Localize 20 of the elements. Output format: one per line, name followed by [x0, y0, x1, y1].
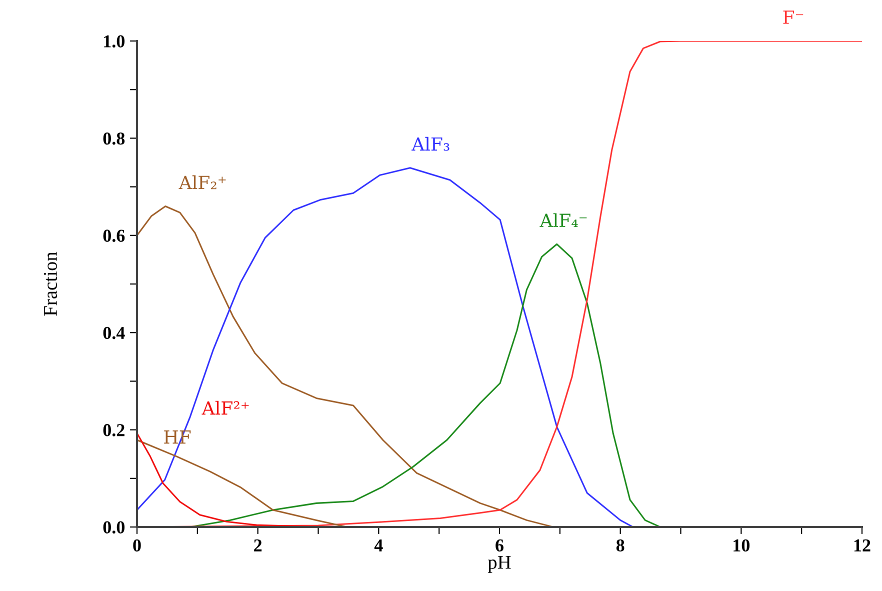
x-tick-label: 12	[854, 539, 870, 552]
series-label: AlF₂⁺	[178, 175, 226, 190]
x-tick-label: 6	[496, 539, 504, 552]
x-tick-label: 10	[734, 539, 750, 552]
x-tick-label: 4	[374, 539, 383, 552]
series-label: AlF₄⁻	[540, 213, 587, 227]
series-label: F⁻	[783, 10, 804, 24]
y-tick-label: 0.6	[103, 230, 125, 242]
x-axis-title: pH	[488, 556, 511, 573]
text: AlF²⁺	[202, 400, 249, 415]
y-tick-label: 0.4	[103, 326, 125, 340]
x-tick-label: 0	[133, 539, 141, 552]
y-tick-label: 0.8	[103, 132, 125, 145]
x-tick-label: 2	[254, 539, 262, 552]
y-tick-label: 1.0	[104, 35, 125, 48]
x-tick-label: 8	[616, 539, 624, 552]
y-axis-title: Fraction	[44, 252, 58, 316]
y-tick-label: 0.0	[103, 521, 125, 534]
series-label: AlF₃	[412, 136, 450, 151]
y-tick-label: 0.2	[103, 424, 124, 436]
